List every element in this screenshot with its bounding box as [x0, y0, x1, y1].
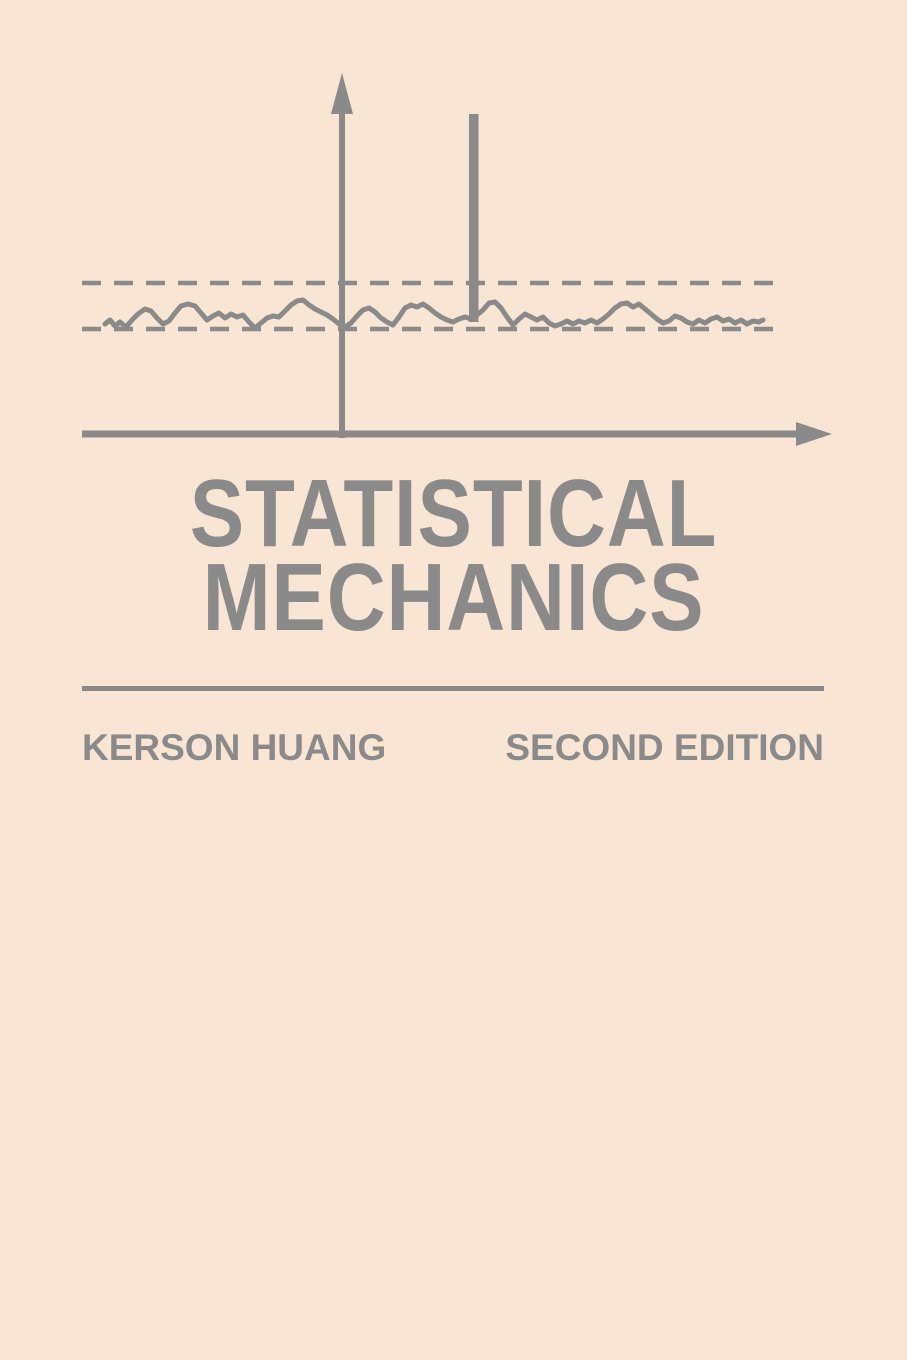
edition-label: SECOND EDITION	[505, 727, 824, 768]
author-name: KERSON HUANG	[82, 727, 387, 768]
title-line-2: MECHANICS	[202, 544, 705, 651]
x-axis-arrowhead-icon	[796, 422, 832, 446]
y-axis-arrowhead-icon	[331, 73, 353, 114]
title-divider	[82, 686, 824, 691]
byline-row: KERSON HUANG SECOND EDITION	[82, 728, 824, 768]
fluctuation-plot	[82, 73, 832, 446]
delta-spike	[469, 114, 479, 322]
book-title: STATISTICAL MECHANICS	[68, 460, 839, 651]
noise-line	[102, 297, 766, 331]
title-line-1: STATISTICAL	[189, 460, 718, 567]
